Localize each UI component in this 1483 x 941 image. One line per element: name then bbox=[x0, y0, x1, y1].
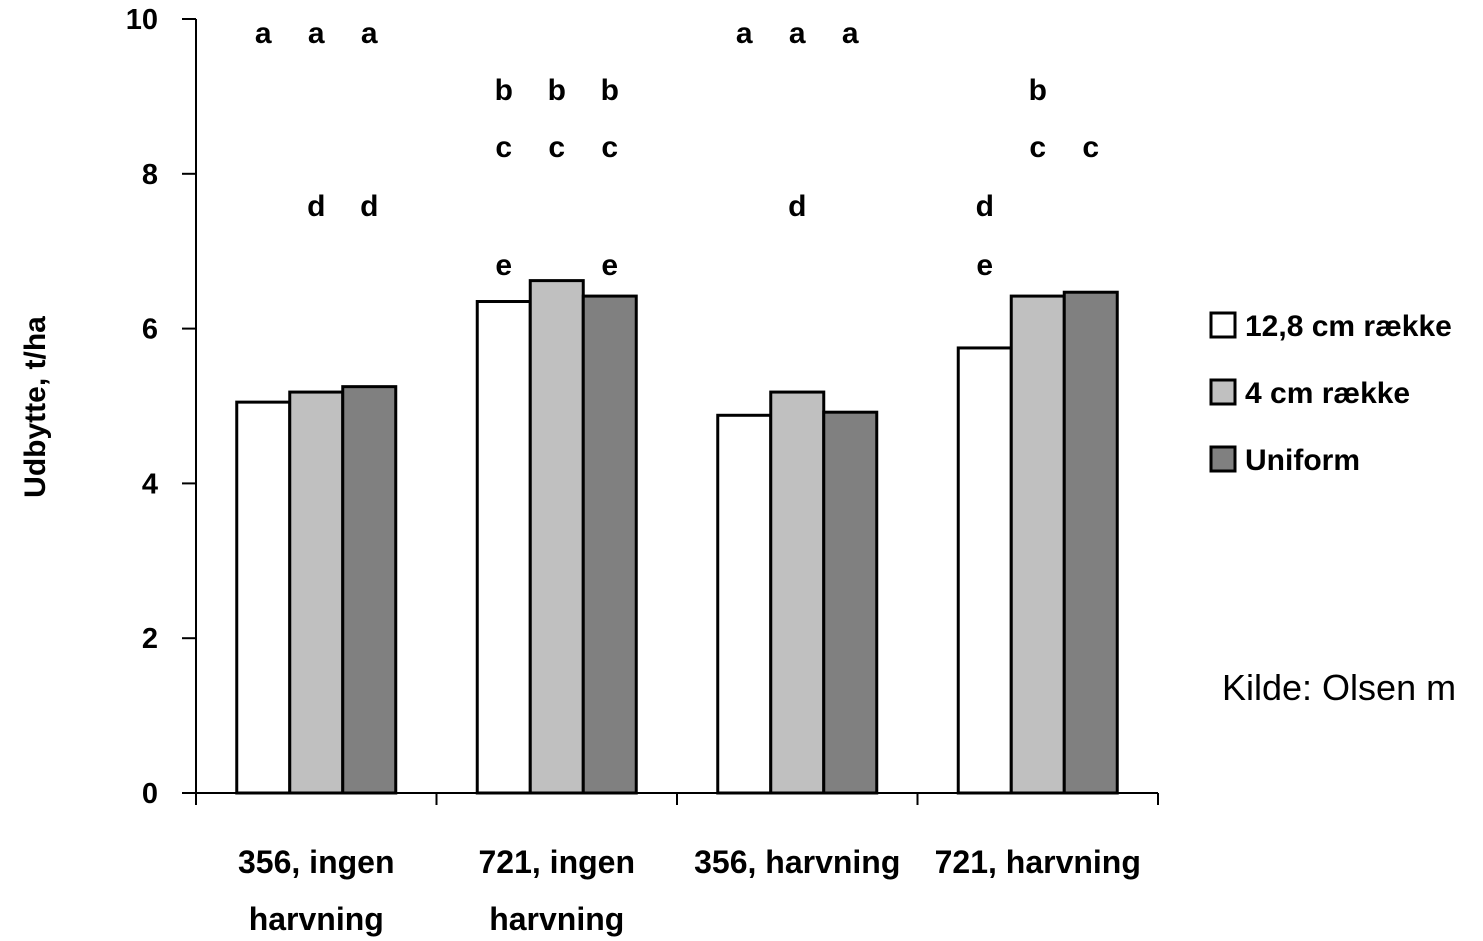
significance-letter: a bbox=[736, 17, 753, 50]
bar bbox=[581, 294, 638, 795]
legend-label: 4 cm række bbox=[1245, 377, 1410, 410]
legend-swatch bbox=[1209, 445, 1237, 473]
significance-letter: d bbox=[976, 190, 994, 223]
significance-letter: b bbox=[601, 74, 619, 107]
significance-letter: c bbox=[1082, 131, 1099, 164]
significance-letter: d bbox=[307, 190, 325, 223]
y-tick-label: 4 bbox=[142, 468, 158, 500]
category-labels: 356, ingen harvning 721, ingen harvning 356,… bbox=[238, 844, 1141, 937]
significance-letter: c bbox=[548, 131, 565, 164]
significance-letter: c bbox=[495, 131, 512, 164]
x-category-label: harvning bbox=[489, 901, 624, 937]
bar bbox=[716, 413, 773, 795]
legend-swatch bbox=[1209, 311, 1237, 339]
significance-letter: b bbox=[1029, 74, 1047, 107]
bars bbox=[235, 279, 1119, 795]
significance-letter: a bbox=[361, 17, 378, 50]
legend: 12,8 cm række 4 cm række Uniform bbox=[1209, 310, 1452, 477]
significance-letter: b bbox=[548, 74, 566, 107]
source-note: Kilde: Olsen m bbox=[1222, 667, 1456, 708]
significance-letter: a bbox=[255, 17, 272, 50]
bar bbox=[475, 300, 532, 795]
bar bbox=[822, 410, 879, 795]
legend-label: 12,8 cm række bbox=[1245, 310, 1452, 343]
significance-letter: a bbox=[308, 17, 325, 50]
significance-letter: a bbox=[789, 17, 806, 50]
y-tick-label: 10 bbox=[126, 4, 158, 36]
bar bbox=[288, 390, 345, 795]
bar bbox=[1062, 290, 1119, 795]
significance-letter: c bbox=[601, 131, 618, 164]
significance-letter: e bbox=[495, 249, 512, 282]
significance-letter: e bbox=[601, 249, 618, 282]
significance-letter: a bbox=[842, 17, 859, 50]
bar bbox=[769, 390, 826, 795]
y-axis-label-group: Udbytte, t/ha bbox=[19, 316, 52, 498]
y-tick-label: 2 bbox=[142, 623, 158, 655]
significance-letter: e bbox=[976, 249, 993, 282]
y-tick-label: 6 bbox=[142, 314, 158, 346]
significance-letter: d bbox=[360, 190, 378, 223]
bar bbox=[956, 346, 1013, 795]
legend-label: Uniform bbox=[1245, 444, 1360, 477]
y-axis-label: Udbytte, t/ha bbox=[19, 316, 52, 498]
x-category-label: harvning bbox=[249, 901, 384, 937]
x-category-label: 356, harvning bbox=[694, 844, 900, 880]
legend-swatch bbox=[1209, 378, 1237, 406]
significance-letter: c bbox=[1029, 131, 1046, 164]
significance-letter: d bbox=[788, 190, 806, 223]
x-category-label: 721, ingen bbox=[479, 844, 636, 880]
y-tick-label: 0 bbox=[142, 778, 158, 810]
x-category-label: 721, harvning bbox=[935, 844, 1141, 880]
bar bbox=[1009, 294, 1066, 795]
y-tick-label: 8 bbox=[142, 159, 158, 191]
bar bbox=[528, 279, 585, 795]
bar bbox=[235, 400, 292, 795]
significance-letter: b bbox=[495, 74, 513, 107]
bar bbox=[341, 385, 398, 795]
x-category-label: 356, ingen bbox=[238, 844, 395, 880]
